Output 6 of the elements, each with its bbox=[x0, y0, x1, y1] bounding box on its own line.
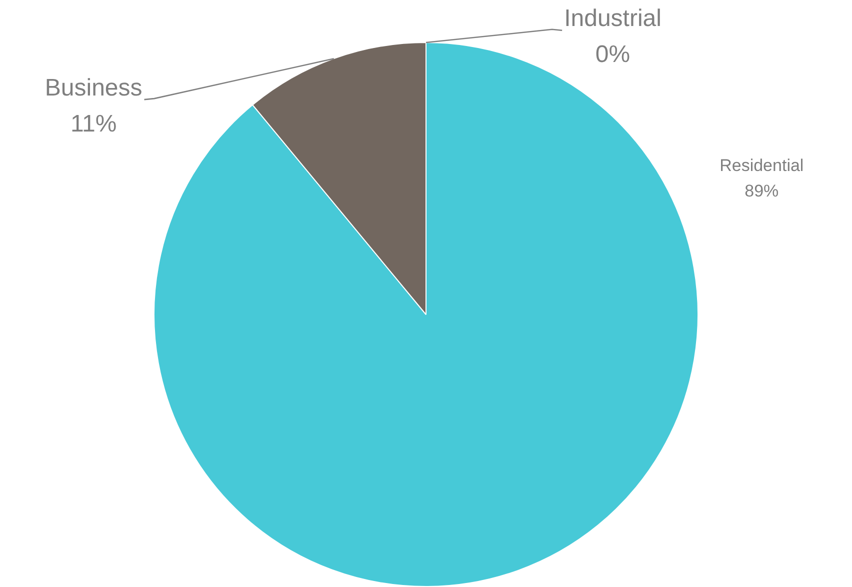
data-label: 89% bbox=[744, 181, 779, 200]
text: 0% bbox=[595, 41, 630, 68]
slice-label: Residential bbox=[720, 156, 804, 175]
slice-label: Business bbox=[44, 74, 142, 102]
category-label: Industrial bbox=[564, 5, 662, 32]
data-label: 11% bbox=[70, 110, 117, 138]
